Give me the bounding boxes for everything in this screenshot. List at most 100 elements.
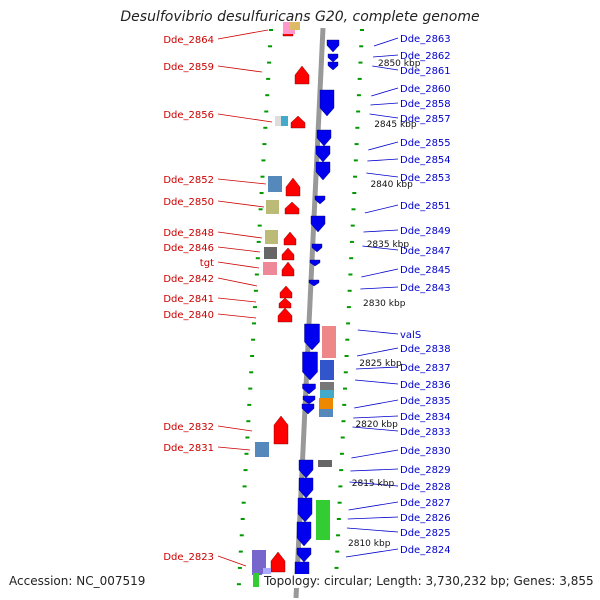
gene-block [290, 22, 300, 30]
right-gene-label: Dde_2829 [400, 465, 451, 476]
leader-line [372, 65, 399, 71]
leader-line [217, 425, 253, 432]
reverse-gene-arrow [315, 161, 331, 181]
gene-block [320, 390, 334, 398]
reverse-gene-arrow [298, 459, 314, 479]
leader-line [354, 399, 399, 409]
scale-label: 2850 kbp [378, 59, 421, 69]
reverse-gene-arrow [310, 215, 326, 233]
reverse-gene-arrow [301, 403, 315, 415]
leader-line [361, 268, 399, 278]
scale-label: 2845 kbp [374, 120, 417, 130]
leader-line [350, 468, 399, 472]
left-gene-label: Dde_2859 [163, 62, 214, 73]
forward-gene-arrow [279, 285, 293, 299]
scale-label: 2825 kbp [359, 359, 402, 369]
reverse-gene-arrow [326, 39, 340, 53]
right-gene-label: Dde_2827 [400, 498, 451, 509]
left-gene-label: Dde_2832 [163, 422, 214, 433]
leader-line [346, 527, 399, 533]
right-gene-label: Dde_2861 [400, 66, 451, 77]
reverse-gene-arrow [327, 53, 339, 63]
reverse-gene-arrow [302, 383, 316, 395]
gene-block [319, 398, 333, 409]
leader-line [217, 297, 257, 303]
scale-label: 2810 kbp [348, 539, 391, 549]
leader-line [362, 245, 399, 251]
forward-gene-arrow [277, 307, 293, 323]
leader-line [356, 347, 399, 357]
right-gene-label: Dde_2857 [400, 114, 451, 125]
reverse-gene-arrow [302, 395, 316, 405]
right-gene-label: Dde_2836 [400, 380, 451, 391]
scale-label: 2840 kbp [370, 180, 413, 190]
right-gene-labels: Dde_2863 Dde_2862 Dde_2861 Dde_2860 Dde_2858… [400, 34, 451, 556]
left-gene-label: Dde_2856 [163, 110, 214, 121]
leader-line [360, 286, 399, 290]
right-gene-label: Dde_2849 [400, 226, 451, 237]
leader-lines [217, 29, 399, 567]
gene-block [322, 326, 336, 358]
gene-block [281, 116, 288, 126]
leader-line [217, 178, 267, 185]
leader-line [217, 231, 263, 239]
leader-line [364, 204, 399, 214]
forward-gene-arrow [273, 415, 289, 445]
right-gene-label: Dde_2830 [400, 446, 451, 457]
gene-features [252, 22, 340, 583]
right-gene-label: Dde_2854 [400, 155, 451, 166]
reverse-gene-arrow [308, 279, 320, 287]
rna-feature-marker [253, 573, 259, 587]
forward-gene-arrow [281, 247, 295, 261]
gene-block [318, 460, 332, 467]
right-gene-label: Dde_2834 [400, 412, 451, 423]
gene-block [275, 116, 283, 126]
leader-line [217, 113, 273, 123]
reverse-gene-arrow [302, 351, 318, 381]
map-title: Desulfovibrio desulfuricans G20, complet… [120, 9, 480, 25]
right-gene-label: Dde_2858 [400, 99, 451, 110]
gene-block [263, 568, 271, 578]
tick-marks-right [333, 29, 364, 586]
left-gene-label: Dde_2852 [163, 175, 214, 186]
reverse-gene-arrow [319, 89, 335, 117]
left-gene-label: Dde_2848 [163, 228, 214, 239]
forward-gene-arrow [281, 261, 295, 277]
forward-gene-arrow [290, 115, 306, 129]
leader-line [217, 29, 269, 40]
right-gene-label: Dde_2826 [400, 513, 451, 524]
reverse-gene-arrow [314, 195, 326, 205]
reverse-gene-arrow [327, 61, 339, 71]
gene-block [252, 550, 266, 575]
right-gene-label: Dde_2843 [400, 283, 451, 294]
leader-line [352, 426, 399, 432]
leader-line [217, 200, 265, 208]
right-gene-label: Dde_2837 [400, 363, 451, 374]
leader-line [348, 501, 399, 511]
gene-block [263, 262, 277, 275]
gene-block [320, 382, 334, 390]
reverse-gene-arrow [297, 497, 313, 523]
left-gene-label: Dde_2842 [163, 274, 214, 285]
reverse-gene-arrow [315, 145, 331, 163]
right-gene-label: Dde_2828 [400, 482, 451, 493]
right-gene-label: Dde_2853 [400, 173, 451, 184]
leader-line [373, 54, 399, 58]
right-gene-label: Dde_2847 [400, 246, 451, 257]
leader-line [367, 158, 399, 162]
reverse-gene-arrow [316, 129, 332, 147]
forward-gene-arrow [278, 297, 292, 309]
right-gene-label: Dde_2825 [400, 528, 451, 539]
leader-line [349, 481, 399, 487]
leader-line [217, 246, 261, 253]
leader-line [355, 366, 399, 370]
left-gene-label: Dde_2846 [163, 243, 214, 254]
left-gene-label: Dde_2850 [163, 197, 214, 208]
right-gene-label: Dde_2845 [400, 265, 451, 276]
topology-text: Topology: circular; Length: 3,730,232 bp… [262, 574, 594, 588]
leader-line [345, 548, 399, 558]
forward-gene-arrow [270, 551, 286, 573]
left-gene-labels: Dde_2864 Dde_2859 Dde_2856 Dde_2852 Dde_2850… [163, 35, 214, 563]
leader-line [217, 65, 263, 73]
reverse-gene-arrow [311, 243, 323, 253]
